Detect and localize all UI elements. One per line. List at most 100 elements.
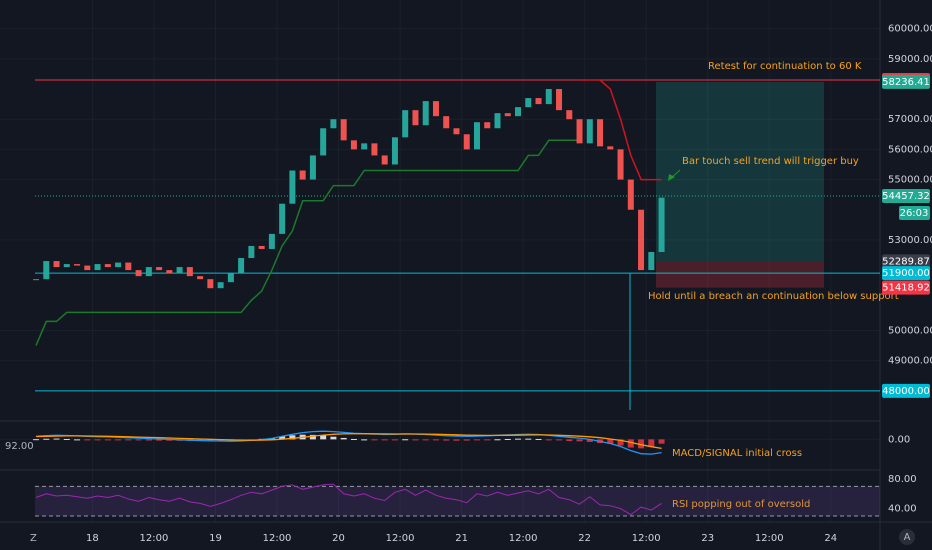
- macd-histogram: [115, 439, 122, 441]
- candle: [156, 267, 163, 271]
- candle: [145, 267, 152, 277]
- price-label-box: [882, 188, 930, 203]
- timer: 26:03: [900, 208, 929, 219]
- candle: [463, 134, 470, 150]
- grid: [0, 0, 880, 522]
- candle: [371, 143, 378, 156]
- y-tick-label: 57000.00: [888, 114, 932, 125]
- candle: [607, 146, 614, 150]
- annotation: RSI popping out of oversold: [672, 499, 810, 510]
- macd-histogram: [432, 439, 439, 441]
- macd-histogram: [648, 439, 655, 447]
- x-tick-label: 19: [209, 533, 222, 544]
- annotation: Retest for continuation to 60 K: [708, 61, 862, 72]
- y-tick-label: 60000.00: [888, 24, 932, 35]
- candle: [94, 264, 101, 271]
- macd-histogram: [473, 439, 480, 441]
- macd-histogram: [504, 438, 511, 440]
- candle: [432, 101, 439, 117]
- zoom-icon[interactable]: Z: [30, 533, 37, 544]
- macd-histogram: [125, 439, 132, 441]
- candle: [176, 267, 183, 274]
- macd-histogram: [627, 439, 634, 448]
- arrow-head: [668, 174, 675, 181]
- x-tick-label: 12:00: [509, 533, 538, 544]
- auto-scale-button[interactable]: [899, 529, 915, 545]
- price-label-box: [882, 74, 930, 89]
- price-label-box: [882, 383, 930, 398]
- annotation: Hold until a breach an continuation belo…: [648, 291, 899, 302]
- x-tick-label: 24: [824, 533, 837, 544]
- candle: [268, 233, 275, 249]
- candle: [648, 251, 655, 271]
- price-label: 51900.00: [882, 268, 930, 279]
- candle: [186, 267, 193, 277]
- x-tick-label: 22: [578, 533, 591, 544]
- x-tick-label: 12:00: [386, 533, 415, 544]
- trend-line: [35, 139, 580, 346]
- macd-histogram: [515, 438, 522, 440]
- candle: [391, 137, 398, 165]
- price-label-box: [882, 254, 930, 269]
- macd-histogram: [207, 439, 214, 441]
- macd-histogram: [279, 436, 286, 440]
- annotation: MACD/SIGNAL initial cross: [672, 448, 802, 459]
- candle: [638, 209, 645, 271]
- macd-histogram: [53, 438, 60, 440]
- candle: [238, 258, 245, 274]
- macd-histogram: [63, 438, 70, 440]
- macd-line: [35, 433, 662, 450]
- candle: [125, 262, 132, 271]
- macd-histogram: [484, 439, 491, 441]
- macd-histogram: [545, 439, 552, 441]
- y-tick-label: 56000.00: [888, 144, 932, 155]
- candle: [545, 89, 552, 105]
- candle: [402, 110, 409, 138]
- macd-histogram: [309, 434, 316, 440]
- macd-histogram: [535, 438, 542, 440]
- candle: [166, 270, 173, 274]
- candle: [115, 262, 122, 268]
- x-tick-label: 18: [86, 533, 99, 544]
- macd-histogram: [350, 438, 357, 440]
- macd-histogram: [371, 439, 378, 441]
- macd-histogram: [340, 437, 347, 440]
- candle: [556, 89, 563, 111]
- macd-histogram: [145, 439, 152, 441]
- candle: [453, 128, 460, 135]
- candle: [330, 119, 337, 129]
- candle: [484, 122, 491, 129]
- x-tick-label: 12:00: [632, 533, 661, 544]
- price-label: 48000.00: [882, 386, 930, 397]
- candle: [597, 119, 604, 147]
- x-tick-label: 20: [332, 533, 345, 544]
- macd-histogram: [84, 439, 91, 441]
- auto-scale-icon[interactable]: A: [904, 532, 911, 543]
- price-label: 58236.41: [882, 77, 930, 88]
- candle: [504, 113, 511, 117]
- price-label-box: [882, 280, 930, 295]
- y-tick-label: 40.00: [888, 504, 917, 515]
- candle: [197, 276, 204, 280]
- price-label: 52289.87: [882, 256, 930, 267]
- candle: [340, 119, 347, 141]
- macd-histogram: [135, 439, 142, 441]
- candle: [84, 265, 91, 271]
- x-tick-label: 23: [701, 533, 714, 544]
- macd-histogram: [586, 439, 593, 442]
- macd-histogram: [576, 439, 583, 442]
- macd-line: [35, 430, 662, 455]
- x-tick-label: 12:00: [755, 533, 784, 544]
- rsi-band: [35, 486, 880, 517]
- candle: [74, 264, 81, 266]
- candle: [258, 245, 265, 249]
- candle: [104, 264, 111, 268]
- candle: [412, 110, 419, 126]
- macd-histogram: [391, 439, 398, 441]
- candle: [515, 107, 522, 117]
- macd-histogram: [74, 439, 81, 441]
- macd-histogram: [566, 439, 573, 442]
- macd-histogram: [453, 439, 460, 441]
- price-label: 54457.32: [882, 191, 930, 202]
- trend-line: [579, 79, 662, 181]
